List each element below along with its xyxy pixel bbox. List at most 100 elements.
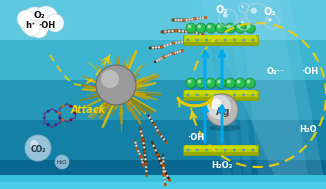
Circle shape bbox=[206, 23, 216, 33]
Circle shape bbox=[187, 40, 189, 42]
Circle shape bbox=[168, 30, 170, 33]
Circle shape bbox=[188, 25, 191, 28]
Circle shape bbox=[140, 130, 142, 132]
Circle shape bbox=[69, 118, 72, 121]
Polygon shape bbox=[185, 90, 256, 94]
Circle shape bbox=[268, 18, 272, 22]
Circle shape bbox=[175, 42, 177, 44]
Circle shape bbox=[225, 23, 235, 33]
Polygon shape bbox=[0, 160, 326, 189]
Circle shape bbox=[251, 149, 255, 152]
Circle shape bbox=[196, 39, 199, 42]
Circle shape bbox=[215, 78, 226, 88]
Circle shape bbox=[155, 149, 157, 151]
Circle shape bbox=[187, 24, 197, 34]
Circle shape bbox=[174, 19, 177, 21]
Circle shape bbox=[160, 45, 163, 48]
Circle shape bbox=[226, 79, 236, 89]
Circle shape bbox=[20, 7, 50, 37]
Circle shape bbox=[178, 41, 181, 43]
Circle shape bbox=[177, 51, 179, 53]
Circle shape bbox=[143, 150, 146, 153]
Circle shape bbox=[144, 158, 146, 160]
Circle shape bbox=[226, 24, 236, 34]
Circle shape bbox=[195, 37, 198, 40]
Text: ·OH: ·OH bbox=[187, 133, 204, 143]
Circle shape bbox=[142, 164, 145, 167]
Circle shape bbox=[207, 25, 211, 28]
Circle shape bbox=[242, 39, 245, 42]
Polygon shape bbox=[183, 97, 258, 100]
Circle shape bbox=[17, 10, 35, 28]
Circle shape bbox=[227, 80, 230, 83]
Circle shape bbox=[215, 23, 226, 33]
Circle shape bbox=[205, 94, 208, 97]
Polygon shape bbox=[185, 35, 256, 39]
Circle shape bbox=[236, 24, 246, 34]
Polygon shape bbox=[183, 90, 258, 100]
Polygon shape bbox=[183, 145, 258, 155]
Circle shape bbox=[193, 17, 196, 20]
Circle shape bbox=[160, 162, 162, 164]
Circle shape bbox=[62, 105, 65, 108]
Polygon shape bbox=[0, 182, 326, 189]
Circle shape bbox=[46, 14, 64, 32]
Circle shape bbox=[149, 117, 151, 119]
Circle shape bbox=[207, 95, 231, 119]
Circle shape bbox=[181, 41, 184, 43]
Circle shape bbox=[170, 53, 172, 56]
Circle shape bbox=[162, 164, 165, 166]
Circle shape bbox=[30, 20, 48, 38]
Circle shape bbox=[69, 105, 72, 108]
Circle shape bbox=[136, 147, 139, 150]
Circle shape bbox=[163, 167, 165, 169]
Circle shape bbox=[156, 60, 158, 62]
Circle shape bbox=[215, 94, 217, 97]
Circle shape bbox=[172, 42, 175, 45]
Circle shape bbox=[164, 45, 166, 47]
Circle shape bbox=[153, 145, 155, 147]
Circle shape bbox=[137, 150, 140, 152]
Circle shape bbox=[236, 79, 246, 89]
Circle shape bbox=[247, 25, 250, 28]
Circle shape bbox=[204, 16, 207, 19]
Circle shape bbox=[158, 132, 161, 135]
Circle shape bbox=[54, 110, 57, 113]
Circle shape bbox=[186, 78, 196, 88]
Circle shape bbox=[160, 57, 163, 60]
Circle shape bbox=[241, 5, 244, 8]
Polygon shape bbox=[200, 0, 326, 189]
Circle shape bbox=[237, 80, 241, 83]
Circle shape bbox=[140, 155, 143, 158]
Circle shape bbox=[164, 184, 167, 186]
Text: O₂: O₂ bbox=[264, 7, 276, 17]
Circle shape bbox=[158, 158, 160, 160]
Polygon shape bbox=[215, 0, 243, 189]
Circle shape bbox=[188, 18, 191, 21]
Circle shape bbox=[162, 160, 164, 163]
Circle shape bbox=[141, 134, 143, 137]
Polygon shape bbox=[0, 80, 326, 120]
Circle shape bbox=[171, 52, 174, 55]
Circle shape bbox=[162, 174, 165, 176]
Text: Ag: Ag bbox=[216, 107, 230, 117]
Circle shape bbox=[197, 79, 207, 89]
Polygon shape bbox=[0, 120, 326, 160]
Circle shape bbox=[251, 8, 257, 14]
Circle shape bbox=[199, 33, 201, 35]
Circle shape bbox=[196, 32, 198, 34]
Circle shape bbox=[193, 38, 195, 40]
Text: O₂·⁻: O₂·⁻ bbox=[267, 67, 285, 77]
Circle shape bbox=[174, 52, 177, 54]
Circle shape bbox=[163, 138, 165, 140]
Circle shape bbox=[47, 123, 50, 126]
Circle shape bbox=[158, 58, 161, 61]
Ellipse shape bbox=[209, 125, 241, 131]
Circle shape bbox=[186, 149, 189, 152]
Circle shape bbox=[245, 78, 255, 88]
Text: ·OH: ·OH bbox=[302, 67, 319, 77]
Circle shape bbox=[242, 149, 245, 152]
Circle shape bbox=[145, 166, 147, 168]
Circle shape bbox=[205, 39, 208, 42]
Circle shape bbox=[210, 98, 222, 110]
